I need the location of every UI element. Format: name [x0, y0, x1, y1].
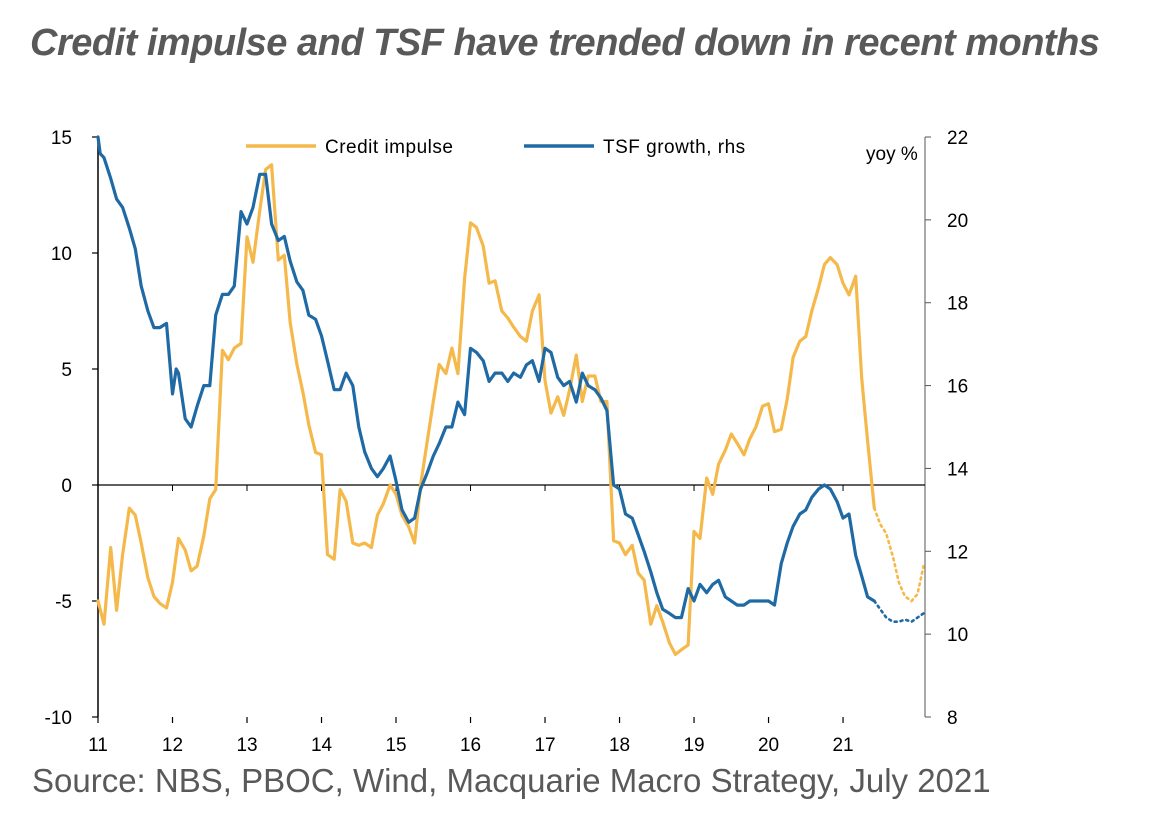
- left-tick-label: -10: [45, 708, 72, 729]
- x-tick-label: 11: [88, 735, 108, 756]
- left-tick-label: -5: [55, 592, 72, 613]
- x-tick-label: 18: [609, 735, 630, 756]
- left-tick-label: 5: [61, 360, 72, 381]
- x-tick-label: 21: [832, 735, 853, 756]
- x-tick-label: 13: [236, 735, 257, 756]
- x-tick-label: 20: [758, 735, 779, 756]
- x-tick-label: 15: [385, 735, 406, 756]
- left-tick-label: 0: [61, 476, 72, 497]
- source-note: Source: NBS, PBOC, Wind, Macquarie Macro…: [32, 762, 991, 799]
- right-tick-label: 10: [947, 625, 968, 646]
- axes: -10 -5 0 5 10 15 8 10 12 14 16 18 20 22 yoy % 11 12 13 14 1…: [45, 128, 969, 756]
- left-tick-label: 15: [51, 128, 72, 149]
- right-axis-unit-label: yoy %: [866, 144, 918, 165]
- x-tick-label: 16: [460, 735, 481, 756]
- right-tick-label: 8: [947, 708, 958, 729]
- right-tick-label: 14: [947, 459, 969, 480]
- left-tick-label: 10: [51, 244, 72, 265]
- zero-line: [97, 484, 925, 491]
- right-tick-label: 16: [947, 377, 968, 398]
- series-lines: [96, 135, 925, 657]
- right-tick-label: 22: [947, 128, 968, 149]
- right-tick-label: 12: [947, 542, 968, 563]
- right-tick-label: 18: [947, 294, 968, 315]
- series-line-0: [96, 163, 876, 657]
- series-forecast-0: [872, 506, 925, 603]
- x-tick-label: 14: [311, 735, 333, 756]
- x-tick-label: 17: [534, 735, 555, 756]
- x-tick-label: 12: [162, 735, 183, 756]
- legend-label-1: TSF growth, rhs: [603, 137, 746, 158]
- series-line-1: [96, 135, 876, 620]
- chart-title: Credit impulse and TSF have trended down…: [30, 22, 1100, 64]
- legend: Credit impulse TSF growth, rhs: [246, 137, 746, 158]
- right-tick-label: 20: [947, 211, 968, 232]
- x-tick-label: 19: [683, 735, 704, 756]
- series-forecast-1: [872, 599, 925, 624]
- legend-label-0: Credit impulse: [325, 137, 453, 158]
